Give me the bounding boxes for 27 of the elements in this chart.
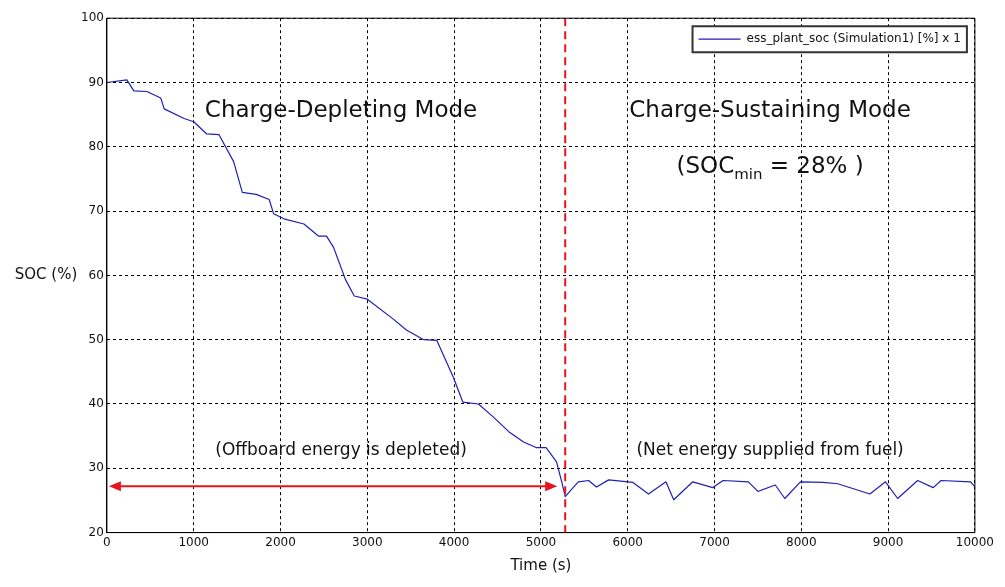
x-tick-label: 0	[103, 534, 111, 549]
x-tick-label: 4000	[438, 534, 470, 549]
y-tick-label: 100	[81, 10, 104, 25]
x-tick-label: 7000	[699, 534, 730, 549]
y-tick-label: 20	[88, 524, 104, 539]
y-tick-label: 60	[88, 267, 104, 282]
x-tick-label: 3000	[352, 534, 383, 549]
x-tick-label: 1000	[178, 534, 209, 549]
x-tick-label: 8000	[786, 534, 817, 549]
y-tick-label: 70	[88, 203, 104, 218]
y-tick-label: 90	[88, 74, 104, 89]
legend-label: ess_plant_soc (Simulation1) [%] x 1	[746, 31, 961, 46]
annotation: Charge-Sustaining Mode	[629, 95, 911, 122]
annotation: Charge-Depleting Mode	[204, 95, 478, 122]
y-tick-label: 40	[88, 396, 104, 411]
y-tick-label: 80	[88, 138, 104, 153]
x-axis-title: Time (s)	[509, 555, 572, 574]
y-tick-label: 50	[88, 331, 104, 346]
x-tick-label: 5000	[525, 534, 557, 549]
annotation: (Offboard energy is depleted)	[215, 438, 467, 459]
y-tick-label: 30	[88, 460, 104, 475]
x-tick-label: 6000	[612, 534, 643, 549]
annotation: (Net energy supplied from fuel)	[636, 438, 904, 459]
x-tick-label: 2000	[265, 534, 296, 549]
x-tick-label: 10000	[955, 534, 995, 549]
x-tick-label: 9000	[872, 534, 904, 549]
y-axis-title: SOC (%)	[14, 265, 78, 284]
